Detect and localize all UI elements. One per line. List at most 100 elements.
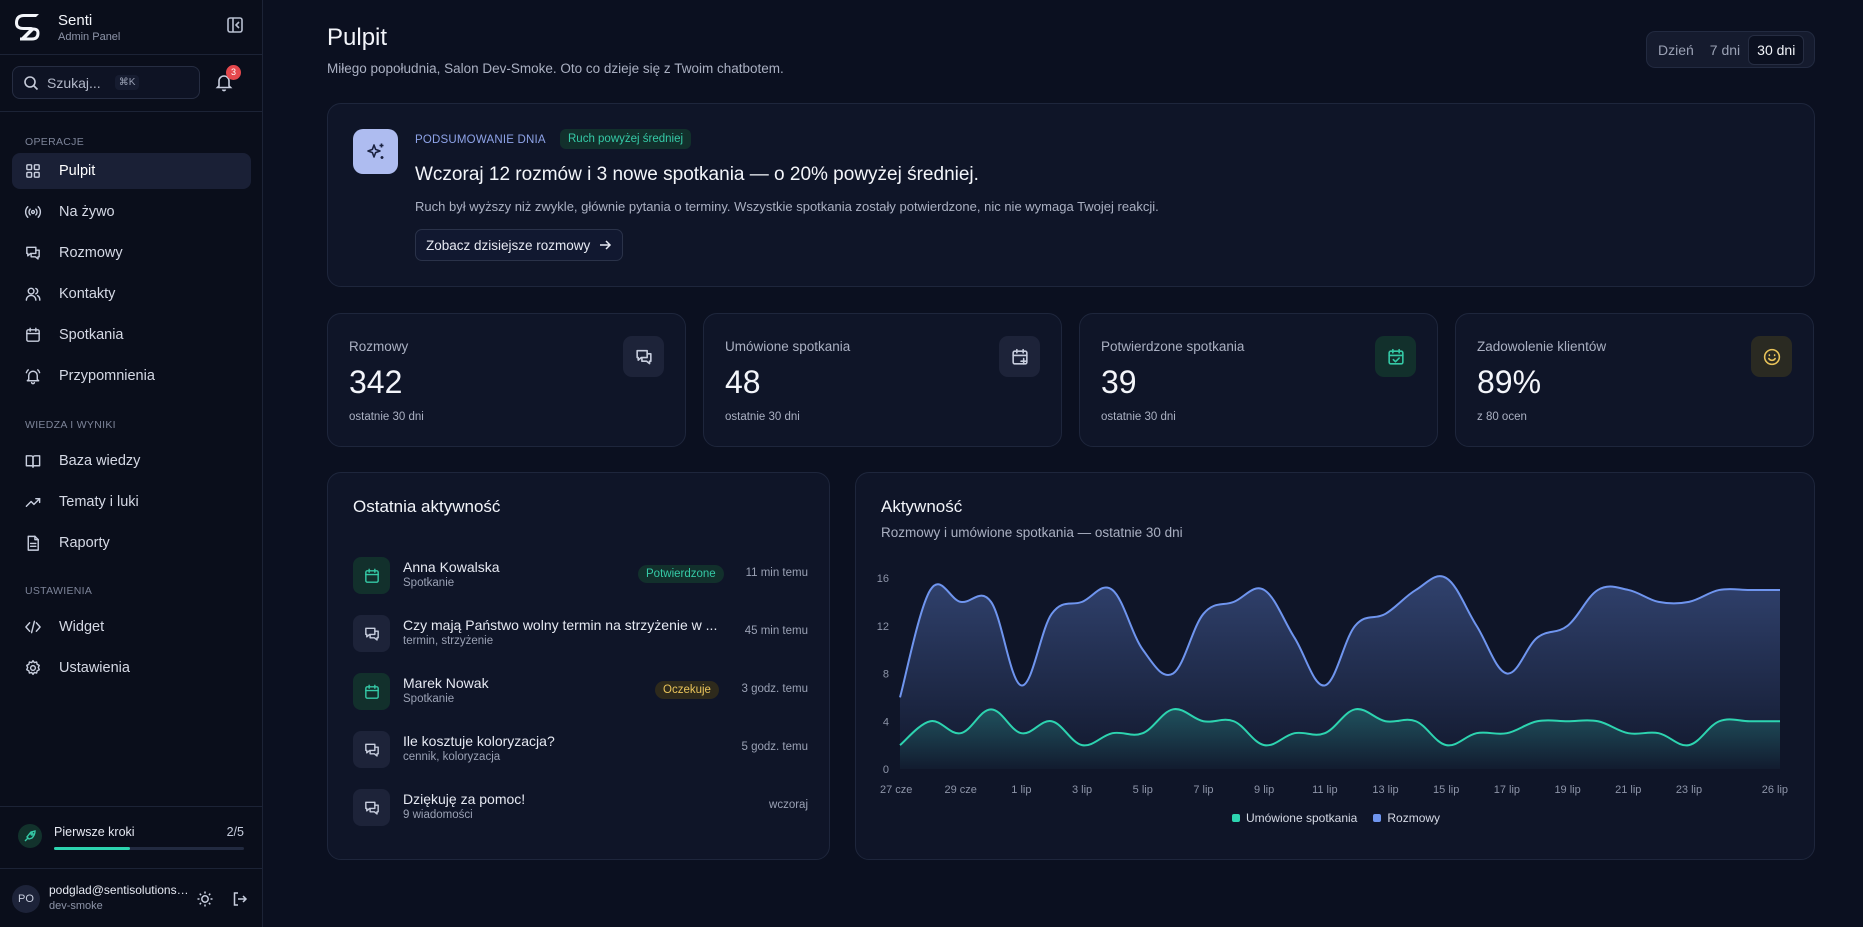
stat-title: Zadowolenie klientów — [1477, 339, 1607, 354]
summary-headline: Wczoraj 12 rozmów i 3 nowe spotkania — o… — [415, 164, 979, 185]
collapse-sidebar-icon[interactable] — [225, 15, 245, 35]
sidebar-item-raporty[interactable]: Raporty — [12, 525, 251, 561]
sidebar-item-tematy-i-luki[interactable]: Tematy i luki — [12, 484, 251, 520]
sidebar-item-label: Spotkania — [59, 327, 124, 343]
activity-item[interactable]: Czy mają Państwo wolny termin na strzyże… — [353, 615, 808, 653]
chat-icon — [364, 801, 379, 815]
calendar-icon — [364, 568, 379, 583]
range-day-button[interactable]: Dzień — [1658, 41, 1694, 58]
x-tick-label: 1 lip — [1011, 784, 1031, 796]
legend-item[interactable]: Rozmowy — [1373, 811, 1440, 825]
activity-title: Dziękuję za pomoc! — [403, 791, 526, 807]
calendar-plus-icon — [1011, 348, 1028, 365]
activity-icon-wrap — [353, 615, 390, 652]
chart-subtitle: Rozmowy i umówione spotkania — ostatnie … — [881, 525, 1183, 540]
status-badge: Oczekuje — [655, 681, 719, 699]
confirmed-appointments-stat-card[interactable]: Potwierdzone spotkania 39 ostatnie 30 dni — [1079, 313, 1438, 447]
users-icon — [25, 287, 41, 301]
x-tick-label: 29 cze — [944, 784, 976, 796]
satisfaction-stat-card[interactable]: Zadowolenie klientów 89% z 80 ocen — [1455, 313, 1814, 447]
stat-period: z 80 ocen — [1477, 411, 1527, 423]
status-badge: Potwierdzone — [638, 565, 724, 583]
range-30-days-button[interactable]: 30 dni — [1748, 34, 1805, 65]
stat-period: ostatnie 30 dni — [1101, 411, 1176, 423]
broadcast-icon — [24, 206, 42, 218]
search-input[interactable]: Szukaj... ⌘K — [12, 66, 200, 99]
stat-icon-wrap — [999, 336, 1040, 377]
user-email: podglad@sentisolutions.pl — [49, 883, 189, 897]
sidebar-item-label: Tematy i luki — [59, 494, 139, 510]
sidebar: Senti Admin Panel Szukaj... ⌘K 3 OPERACJ… — [0, 0, 263, 927]
activity-title: Ostatnia aktywność — [353, 497, 501, 516]
activity-subtitle: termin, strzyżenie — [403, 635, 494, 647]
search-placeholder: Szukaj... — [47, 74, 101, 91]
x-tick-label: 11 lip — [1312, 784, 1337, 796]
brand[interactable]: Senti Admin Panel — [14, 8, 120, 48]
x-tick-label: 27 cze — [880, 784, 912, 796]
stat-icon-wrap — [1375, 336, 1416, 377]
sidebar-item-widget[interactable]: Widget — [12, 609, 251, 645]
legend-item[interactable]: Umówione spotkania — [1231, 811, 1357, 825]
series-area — [900, 709, 1780, 769]
divider — [0, 806, 262, 807]
sidebar-item-baza-wiedzy[interactable]: Baza wiedzy — [12, 443, 251, 479]
y-tick-label: 12 — [877, 621, 889, 633]
user-profile[interactable]: PO podglad@sentisolutions.pl dev-smoke — [12, 883, 252, 917]
code-icon — [25, 620, 41, 634]
legend-swatch — [1373, 814, 1382, 822]
arrow-right-icon — [600, 240, 612, 250]
sidebar-item-label: Baza wiedzy — [59, 453, 141, 469]
chat-icon — [364, 627, 379, 641]
sun-icon[interactable] — [196, 890, 214, 908]
x-tick-label: 3 lip — [1072, 784, 1092, 796]
activity-item[interactable]: Ile kosztuje koloryzacja? cennik, koloryz… — [353, 731, 808, 769]
sidebar-item-kontakty[interactable]: Kontakty — [12, 276, 251, 312]
y-tick-label: 4 — [883, 716, 889, 728]
activity-item[interactable]: Marek Nowak Spotkanie Oczekuje 3 godz. temu — [353, 673, 808, 711]
progress-count: 2/5 — [226, 825, 244, 839]
activity-chart-card: 0 4 8 12 16 27 cze 29 cze 1 lip 3 lip 5 lip 7 lip 9… — [855, 472, 1815, 860]
series-line — [899, 575, 1780, 698]
search-shortcut: ⌘K — [114, 75, 140, 90]
stat-title: Potwierdzone spotkania — [1101, 339, 1245, 354]
chart-legend: Umówione spotkania Rozmowy — [856, 811, 1816, 825]
booked-appointments-stat-card[interactable]: Umówione spotkania 48 ostatnie 30 dni — [703, 313, 1062, 447]
x-tick-label: 13 lip — [1372, 784, 1398, 796]
activity-title: Czy mają Państwo wolny termin na strzyże… — [403, 617, 718, 633]
activity-item[interactable]: Anna Kowalska Spotkanie Potwierdzone 11 min… — [353, 557, 808, 595]
y-tick-label: 0 — [883, 764, 889, 776]
activity-item[interactable]: Dziękuję za pomoc! 9 wiadomości wczoraj — [353, 789, 808, 827]
sidebar-item-spotkania[interactable]: Spotkania — [12, 317, 251, 353]
logout-icon[interactable] — [231, 890, 249, 908]
smile-icon — [1763, 348, 1780, 365]
stat-icon-wrap — [623, 336, 664, 377]
stat-value: 89% — [1477, 364, 1542, 400]
x-tick-label: 5 lip — [1133, 784, 1153, 796]
range-7-days-button[interactable]: 7 dni — [1709, 41, 1741, 58]
page-title: Pulpit — [327, 24, 388, 51]
view-today-conversations-button[interactable]: Zobacz dzisiejsze rozmowy — [415, 229, 624, 261]
y-tick-label: 16 — [877, 573, 889, 585]
chat-icon — [364, 743, 379, 757]
sidebar-item-ustawienia[interactable]: Ustawienia — [12, 650, 251, 686]
activity-icon-wrap — [353, 557, 390, 594]
activity-time: 45 min temu — [744, 625, 808, 637]
sidebar-item-rozmowy[interactable]: Rozmowy — [12, 235, 251, 271]
stat-value: 48 — [725, 364, 761, 400]
stat-icon-wrap — [1751, 336, 1792, 377]
conversations-stat-card[interactable]: Rozmowy 342 ostatnie 30 dni — [327, 313, 686, 447]
progress-bar — [54, 847, 244, 850]
x-tick-label: 7 lip — [1193, 784, 1213, 796]
app-name: Senti — [58, 12, 93, 29]
sidebar-item-label: Widget — [59, 619, 105, 635]
sidebar-item-przypomnienia[interactable]: Przypomnienia — [12, 358, 251, 394]
activity-title: Anna Kowalska — [403, 559, 500, 575]
sidebar-item-pulpit[interactable]: Pulpit — [12, 153, 251, 189]
progress-fill — [54, 847, 130, 850]
legend-label: Rozmowy — [1387, 811, 1441, 825]
sidebar-item-na-żywo[interactable]: Na żywo — [12, 194, 251, 230]
activity-time: 11 min temu — [745, 567, 808, 579]
divider — [0, 54, 262, 55]
app-subtitle: Admin Panel — [58, 31, 121, 43]
y-tick-label: 8 — [883, 669, 889, 681]
